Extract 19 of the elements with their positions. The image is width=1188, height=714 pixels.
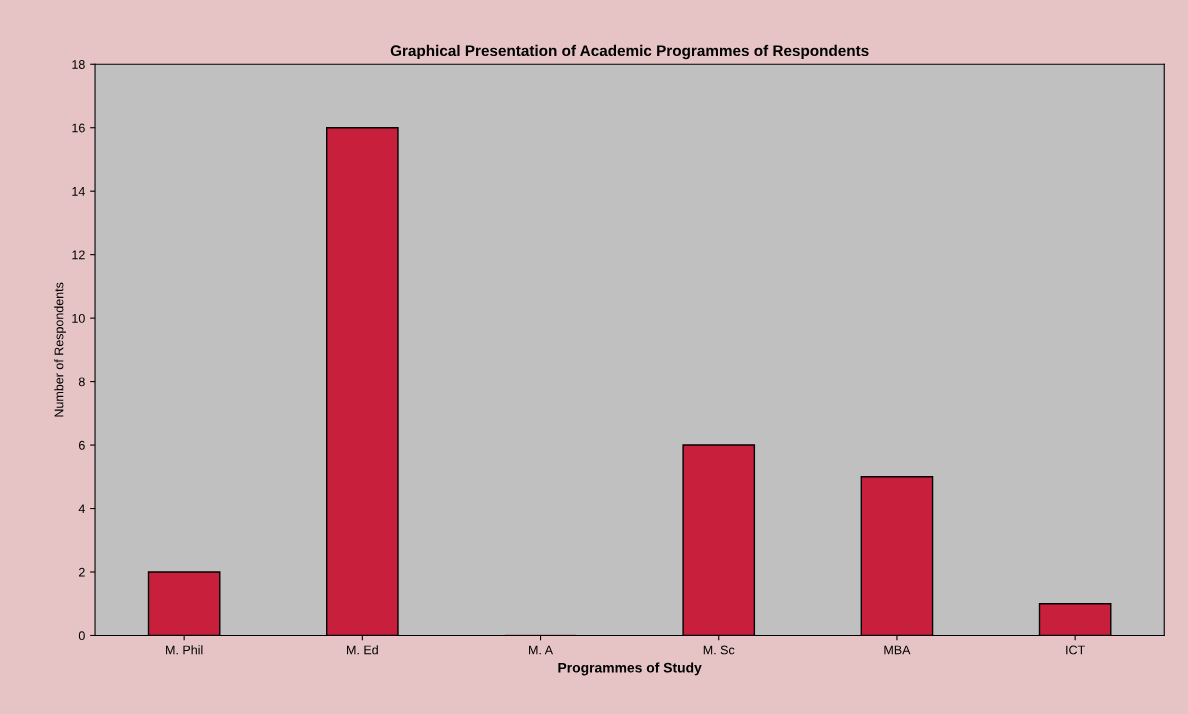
y-tick-label: 14 (72, 187, 85, 196)
x-tick-label: ICT (1066, 645, 1085, 655)
y-tick-label: 10 (72, 313, 85, 323)
y-tick-label: 16 (72, 123, 85, 133)
y-tick-label: 8 (78, 377, 85, 387)
y-axis-title: Number of Respondents (54, 282, 66, 417)
x-tick-label: M. Phil (166, 645, 203, 655)
y-tick-label: 12 (72, 250, 85, 260)
x-tick-label: M. Ed (347, 645, 378, 655)
y-tick-label: 2 (79, 567, 85, 577)
y-tick-label: 4 (78, 504, 85, 514)
x-axis-title: Programmes of Study (558, 662, 702, 676)
chart-title: Graphical Presentation of Academic Programmes of Respondents (390, 44, 869, 60)
y-tick-label: 18 (72, 60, 85, 69)
x-tick-label: M. A (529, 645, 554, 655)
x-tick-label: MBA (884, 645, 911, 655)
y-tick-label: 0 (78, 631, 85, 641)
x-tick-label: M. Sc (703, 645, 735, 655)
y-tick-label: 6 (79, 440, 85, 450)
